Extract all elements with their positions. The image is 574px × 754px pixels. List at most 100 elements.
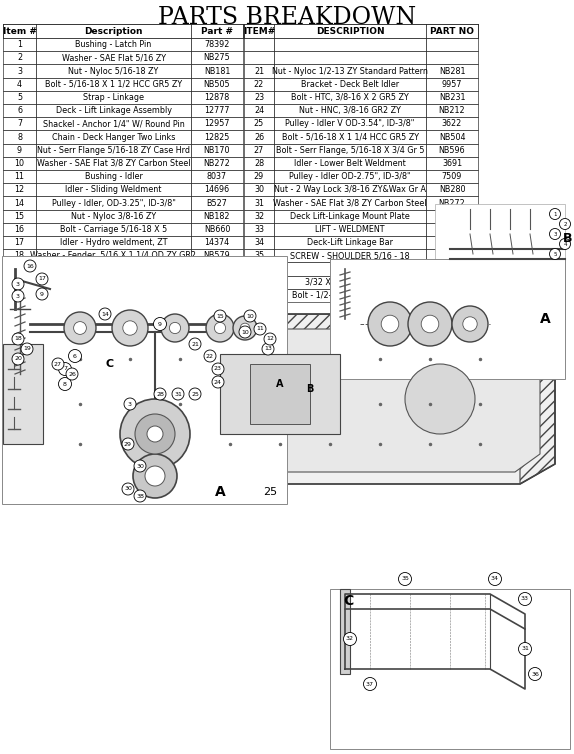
Bar	[191, 236, 243, 250]
Circle shape	[204, 350, 216, 362]
Text: NB660: NB660	[204, 225, 230, 234]
Bar	[330, 259, 565, 379]
Text: NB579: NB579	[204, 251, 230, 260]
Text: A: A	[276, 379, 284, 389]
Circle shape	[12, 290, 24, 302]
Circle shape	[488, 572, 502, 586]
Bar	[3, 51, 36, 64]
Text: NB281: NB281	[439, 66, 466, 75]
Text: NB170: NB170	[204, 146, 230, 155]
Text: 34: 34	[254, 238, 264, 247]
Circle shape	[560, 219, 571, 229]
Text: 3622: 3622	[442, 119, 462, 128]
Text: 37: 37	[366, 682, 374, 686]
Bar	[36, 104, 191, 117]
Text: B: B	[563, 232, 573, 246]
Bar	[244, 64, 274, 78]
Circle shape	[549, 209, 560, 219]
Circle shape	[215, 323, 226, 333]
Text: 7: 7	[17, 119, 22, 128]
Circle shape	[363, 678, 377, 691]
Bar	[36, 117, 191, 130]
Text: 78392: 78392	[204, 40, 230, 49]
Bar	[426, 222, 478, 236]
Bar	[3, 24, 243, 38]
Circle shape	[262, 343, 274, 355]
Bar	[274, 143, 426, 157]
Circle shape	[381, 315, 399, 333]
Bar	[191, 262, 243, 276]
Bar	[274, 117, 426, 130]
Text: 37: 37	[254, 277, 264, 287]
Bar	[244, 196, 274, 210]
Text: Bolt - HTC, 3/8-16 X 2 GR5 ZY: Bolt - HTC, 3/8-16 X 2 GR5 ZY	[291, 93, 409, 102]
Bar	[3, 344, 43, 444]
Text: NB272: NB272	[439, 198, 466, 207]
Text: DESCRIPTION: DESCRIPTION	[316, 26, 385, 35]
Bar	[426, 250, 478, 262]
Text: Bracket - Deck Belt Idler: Bracket - Deck Belt Idler	[301, 80, 399, 89]
Bar	[36, 51, 191, 64]
Text: 16: 16	[26, 263, 34, 268]
Text: Washer - SAE Flat 3/8 ZY Carbon Steel: Washer - SAE Flat 3/8 ZY Carbon Steel	[37, 159, 190, 168]
Text: Nut - Nyloc 1/2-13 ZY Standard Pattern: Nut - Nyloc 1/2-13 ZY Standard Pattern	[272, 66, 428, 75]
Circle shape	[12, 278, 24, 290]
Bar	[244, 51, 274, 64]
Bar	[191, 157, 243, 170]
Text: 24: 24	[254, 106, 264, 115]
Bar	[244, 250, 274, 262]
Text: 1: 1	[17, 40, 22, 49]
Text: NB212: NB212	[439, 106, 466, 115]
Text: 3/32 X 3/4 COTTER PIN: 3/32 X 3/4 COTTER PIN	[305, 277, 395, 287]
Bar	[274, 250, 426, 262]
Bar	[191, 210, 243, 222]
Text: NB505: NB505	[204, 80, 230, 89]
Circle shape	[518, 593, 532, 605]
Text: NB181: NB181	[204, 66, 230, 75]
Bar	[426, 104, 478, 117]
Text: 4: 4	[17, 80, 22, 89]
Circle shape	[549, 249, 560, 259]
Circle shape	[64, 312, 96, 344]
Text: 18: 18	[14, 251, 25, 260]
Bar	[426, 24, 478, 38]
Bar	[244, 276, 274, 289]
Text: 30: 30	[136, 464, 144, 468]
Bar	[191, 24, 243, 38]
Text: 24: 24	[214, 379, 222, 385]
Text: 3: 3	[128, 401, 132, 406]
Bar	[36, 24, 191, 38]
Circle shape	[398, 572, 412, 586]
Text: 35: 35	[254, 251, 264, 260]
Bar	[191, 170, 243, 183]
Bar	[2, 256, 287, 504]
Circle shape	[343, 633, 356, 645]
Text: Bolt - Serr Flange, 5/16-18 X 3/4 Gr 5: Bolt - Serr Flange, 5/16-18 X 3/4 Gr 5	[276, 146, 424, 155]
Bar	[426, 64, 478, 78]
Bar	[36, 90, 191, 104]
Text: 10: 10	[14, 159, 25, 168]
Text: 34: 34	[491, 577, 499, 581]
Text: 12957: 12957	[204, 119, 230, 128]
Bar	[3, 104, 36, 117]
Text: 12825: 12825	[204, 133, 230, 142]
Circle shape	[405, 364, 475, 434]
Bar	[36, 250, 191, 262]
Text: 32: 32	[346, 636, 354, 642]
Text: SCREW - SHOULDER 5/16 - 18: SCREW - SHOULDER 5/16 - 18	[290, 251, 410, 260]
Circle shape	[212, 363, 224, 375]
Text: 25: 25	[263, 487, 277, 497]
Text: 5: 5	[17, 93, 22, 102]
Bar	[191, 90, 243, 104]
Circle shape	[134, 460, 146, 472]
Text: NB182: NB182	[204, 212, 230, 221]
Circle shape	[206, 314, 234, 342]
Bar	[274, 262, 426, 276]
Bar	[3, 90, 36, 104]
Bar	[244, 143, 274, 157]
Text: Eyebolt - 5/16-18 X 3 w/Gap ZY: Eyebolt - 5/16-18 X 3 w/Gap ZY	[51, 265, 176, 274]
Text: Washer - SAE Flat 5/16 ZY: Washer - SAE Flat 5/16 ZY	[61, 54, 165, 63]
Text: ITEM#: ITEM#	[243, 26, 275, 35]
Text: 015x88: 015x88	[437, 265, 467, 274]
Bar	[274, 170, 426, 183]
